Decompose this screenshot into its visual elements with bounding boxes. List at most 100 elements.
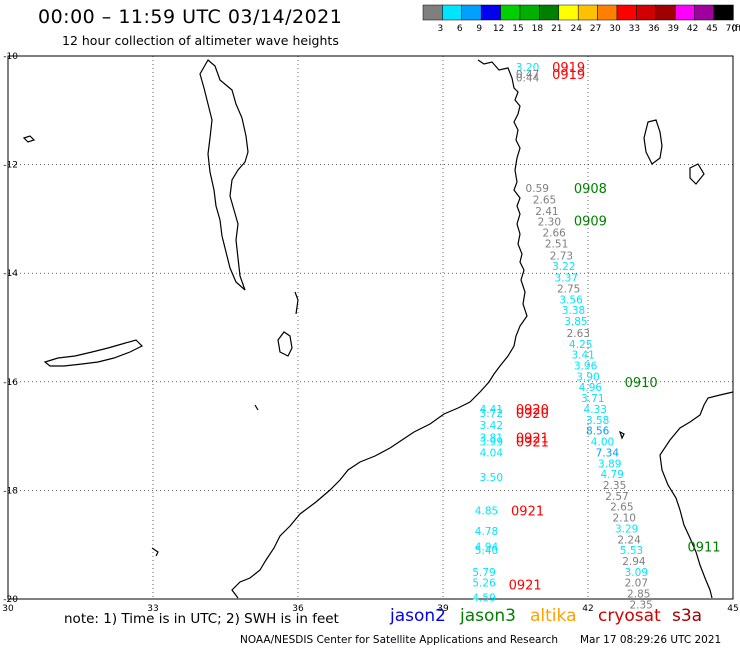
map-subtitle: 12 hour collection of altimeter wave hei… bbox=[62, 33, 339, 48]
swh-value-label: 2.57 bbox=[605, 491, 628, 503]
swh-value-label: 2.73 bbox=[550, 250, 573, 262]
swh-value-label: 0.47 bbox=[516, 69, 539, 81]
cahora-bassa bbox=[277, 331, 293, 357]
swh-value-label: 2.85 bbox=[627, 589, 650, 601]
lon-tick-label: 45 bbox=[727, 604, 738, 614]
pass-time-label: 0911 bbox=[687, 540, 720, 555]
colorbar-swatch bbox=[500, 4, 521, 21]
swh-value-label: 2.75 bbox=[557, 283, 580, 295]
swh-value-label: 0.44 bbox=[516, 73, 540, 85]
swh-value-label: 3.29 bbox=[615, 523, 638, 535]
swh-value-label: 5.26 bbox=[472, 578, 496, 590]
swh-value-label: 2.07 bbox=[625, 578, 648, 590]
colorbar-tick-label: 42 bbox=[687, 24, 698, 34]
colorbar-swatch bbox=[442, 4, 463, 21]
lat-tick-label: -10 bbox=[3, 52, 18, 62]
colorbar-swatch bbox=[461, 4, 482, 21]
swh-value-label: 3.81 bbox=[480, 433, 503, 445]
swh-value-label: 2.35 bbox=[603, 480, 626, 492]
colorbar-tick-label: 24 bbox=[570, 24, 582, 34]
swh-value-label: 4.59 bbox=[472, 592, 495, 604]
swh-value-label: 3.99 bbox=[480, 437, 503, 449]
swh-value-label: 5.79 bbox=[472, 567, 495, 579]
swh-value-label: 3.58 bbox=[586, 415, 609, 427]
swh-value-label: 7.34 bbox=[596, 447, 620, 459]
colorbar-tick-label: 9 bbox=[476, 24, 482, 34]
swh-value-label: 4.00 bbox=[591, 437, 614, 449]
lat-tick-label: -14 bbox=[3, 269, 18, 279]
note-text: note: 1) Time is in UTC; 2) SWH is in fe… bbox=[64, 611, 339, 627]
pass-time-label: 0919 bbox=[552, 61, 585, 76]
swh-value-label: 3.38 bbox=[562, 305, 585, 317]
small-islands bbox=[22, 135, 625, 440]
satellite-legend-item: s3a bbox=[672, 606, 703, 626]
lon-tick-label: 33 bbox=[147, 604, 158, 614]
swh-value-label: 2.24 bbox=[617, 534, 641, 546]
colorbar-swatch bbox=[636, 4, 657, 21]
pass-time-label: 0921 bbox=[509, 578, 542, 593]
swh-value-label: 4.85 bbox=[475, 505, 498, 517]
swh-value-label: 3.37 bbox=[555, 273, 578, 285]
colorbar-swatch bbox=[577, 4, 598, 21]
lat-lon-grid bbox=[8, 56, 733, 599]
swh-value-label: 8.56 bbox=[586, 426, 610, 438]
colorbar-tick-label: 6 bbox=[457, 24, 463, 34]
comoros-islands bbox=[643, 119, 705, 185]
colorbar-swatch bbox=[694, 4, 715, 21]
coastline bbox=[22, 59, 734, 599]
swh-value-label: 4.04 bbox=[480, 447, 504, 459]
pass-time-label: 0910 bbox=[625, 376, 658, 391]
swh-value-label: 4.33 bbox=[584, 404, 607, 416]
swh-value-label: 4.94 bbox=[475, 541, 499, 553]
colorbar-tick-label: 30 bbox=[609, 24, 621, 34]
colorbar-swatch bbox=[597, 4, 618, 21]
pass-time-label: 0920 bbox=[516, 407, 549, 422]
map-frame bbox=[7, 55, 734, 600]
swh-value-label: 2.41 bbox=[535, 206, 558, 218]
swh-value-label: 2.65 bbox=[610, 502, 633, 514]
swh-value-label: 3.72 bbox=[480, 408, 503, 420]
colorbar-swatch bbox=[616, 4, 637, 21]
pass-time-label: 0909 bbox=[574, 215, 607, 230]
lat-tick-label: -20 bbox=[3, 595, 18, 605]
colorbar-tick-label: 33 bbox=[629, 24, 640, 34]
colorbar-tick-label: 36 bbox=[648, 24, 660, 34]
pass-time-label: 0908 bbox=[574, 182, 607, 197]
swh-value-label: 4.78 bbox=[475, 526, 498, 538]
swh-value-label: 3.56 bbox=[559, 294, 583, 306]
colorbar-tick-label: 12 bbox=[493, 24, 504, 34]
lon-tick-label: 42 bbox=[582, 604, 593, 614]
swh-value-label: 2.30 bbox=[538, 217, 561, 229]
swh-value-label: 2.51 bbox=[545, 238, 568, 250]
swh-value-label: 3.20 bbox=[516, 62, 539, 74]
swh-value-label: 3.41 bbox=[571, 350, 594, 362]
swh-value-label: 2.35 bbox=[629, 599, 652, 611]
pass-time-labels: 0919091909080909091009200920092109210921… bbox=[509, 61, 721, 593]
swh-value-label: 2.94 bbox=[622, 556, 646, 568]
colorbar-swatch bbox=[539, 4, 560, 21]
credit-text: NOAA/NESDIS Center for Satellite Applica… bbox=[240, 634, 558, 646]
madagascar-coast bbox=[659, 391, 734, 599]
swh-value-label: 4.25 bbox=[569, 339, 592, 351]
colorbar-tick-label: 27 bbox=[590, 24, 601, 34]
colorbar-swatch bbox=[558, 4, 579, 21]
swh-value-label: 3.09 bbox=[625, 567, 648, 579]
pass-time-label: 0921 bbox=[516, 436, 549, 451]
colorbar-tick-label: 70 bbox=[726, 24, 738, 34]
swh-value-label: 3.89 bbox=[598, 458, 621, 470]
pass-time-label: 0921 bbox=[516, 432, 549, 447]
lake-kariba bbox=[43, 339, 144, 367]
colorbar-tick-label: 45 bbox=[706, 24, 717, 34]
satellite-legend-item: jason2 bbox=[390, 606, 446, 626]
swh-value-label: 4.41 bbox=[480, 404, 503, 416]
map-title: 00:00 – 11:59 UTC 03/14/2021 bbox=[38, 6, 343, 28]
generated-timestamp: Mar 17 08:29:26 UTC 2021 bbox=[580, 634, 722, 646]
lon-tick-label: 36 bbox=[292, 604, 304, 614]
swh-value-label: 3.90 bbox=[576, 371, 599, 383]
lat-tick-label: -18 bbox=[3, 486, 18, 496]
swh-value-label: 3.22 bbox=[552, 261, 575, 273]
colorbar-tick-label: 3 bbox=[438, 24, 444, 34]
swh-value-label: 3.71 bbox=[581, 393, 604, 405]
colorbar-swatch bbox=[674, 4, 695, 21]
